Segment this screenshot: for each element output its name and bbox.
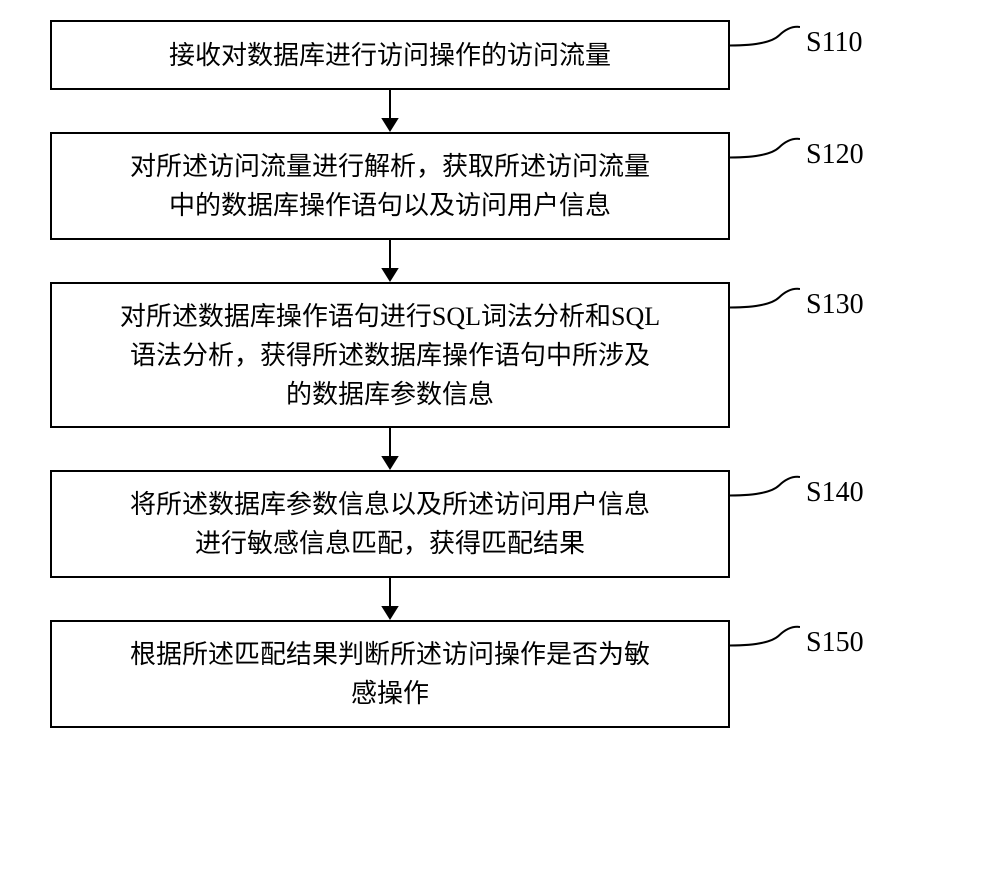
step-text-s110: 接收对数据库进行访问操作的访问流量: [169, 36, 611, 75]
step-box-s130: 对所述数据库操作语句进行SQL词法分析和SQL 语法分析，获得所述数据库操作语句…: [50, 282, 730, 428]
step-text-s130: 对所述数据库操作语句进行SQL词法分析和SQL 语法分析，获得所述数据库操作语句…: [120, 297, 660, 414]
step-label-s120: S120: [806, 139, 864, 171]
step-row-s140: 将所述数据库参数信息以及所述访问用户信息 进行敏感信息匹配，获得匹配结果 S140: [50, 470, 950, 578]
arrow-down-icon: [375, 578, 405, 620]
arrow-s110-to-s120: [50, 90, 730, 132]
curve-icon: [730, 618, 800, 668]
step-box-s140: 将所述数据库参数信息以及所述访问用户信息 进行敏感信息匹配，获得匹配结果: [50, 470, 730, 578]
step-label-s130: S130: [806, 289, 864, 321]
step-row-s120: 对所述访问流量进行解析，获取所述访问流量 中的数据库操作语句以及访问用户信息 S1…: [50, 132, 950, 240]
step-label-connector-s120: S120: [730, 130, 864, 180]
arrow-down-icon: [375, 90, 405, 132]
arrow-down-icon: [375, 240, 405, 282]
step-text-s150: 根据所述匹配结果判断所述访问操作是否为敏 感操作: [130, 635, 650, 713]
step-row-s150: 根据所述匹配结果判断所述访问操作是否为敏 感操作 S150: [50, 620, 950, 728]
arrow-s130-to-s140: [50, 428, 730, 470]
step-label-connector-s110: S110: [730, 18, 863, 68]
curve-icon: [730, 280, 800, 330]
step-text-s120: 对所述访问流量进行解析，获取所述访问流量 中的数据库操作语句以及访问用户信息: [130, 147, 650, 225]
step-label-connector-s140: S140: [730, 468, 864, 518]
curve-icon: [730, 18, 800, 68]
curve-icon: [730, 130, 800, 180]
step-label-connector-s130: S130: [730, 280, 864, 330]
curve-icon: [730, 468, 800, 518]
step-label-connector-s150: S150: [730, 618, 864, 668]
step-box-s150: 根据所述匹配结果判断所述访问操作是否为敏 感操作: [50, 620, 730, 728]
step-box-s110: 接收对数据库进行访问操作的访问流量: [50, 20, 730, 90]
step-label-s150: S150: [806, 627, 864, 659]
step-row-s130: 对所述数据库操作语句进行SQL词法分析和SQL 语法分析，获得所述数据库操作语句…: [50, 282, 950, 428]
step-row-s110: 接收对数据库进行访问操作的访问流量 S110: [50, 20, 950, 90]
step-box-s120: 对所述访问流量进行解析，获取所述访问流量 中的数据库操作语句以及访问用户信息: [50, 132, 730, 240]
step-label-s110: S110: [806, 27, 863, 59]
step-text-s140: 将所述数据库参数信息以及所述访问用户信息 进行敏感信息匹配，获得匹配结果: [130, 485, 650, 563]
arrow-s120-to-s130: [50, 240, 730, 282]
flowchart-container: 接收对数据库进行访问操作的访问流量 S110 对所述访问流量进行解析，获取所述访问流…: [50, 20, 950, 728]
step-label-s140: S140: [806, 477, 864, 509]
arrow-s140-to-s150: [50, 578, 730, 620]
arrow-down-icon: [375, 428, 405, 470]
